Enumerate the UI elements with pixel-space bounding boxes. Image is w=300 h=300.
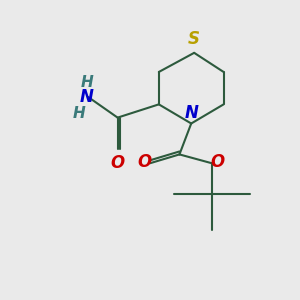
Text: N: N xyxy=(184,104,198,122)
Text: O: O xyxy=(137,153,151,171)
Text: H: H xyxy=(80,75,93,90)
Text: S: S xyxy=(188,29,200,47)
Text: N: N xyxy=(80,88,94,106)
Text: O: O xyxy=(110,154,125,172)
Text: H: H xyxy=(73,106,86,121)
Text: O: O xyxy=(211,153,225,171)
